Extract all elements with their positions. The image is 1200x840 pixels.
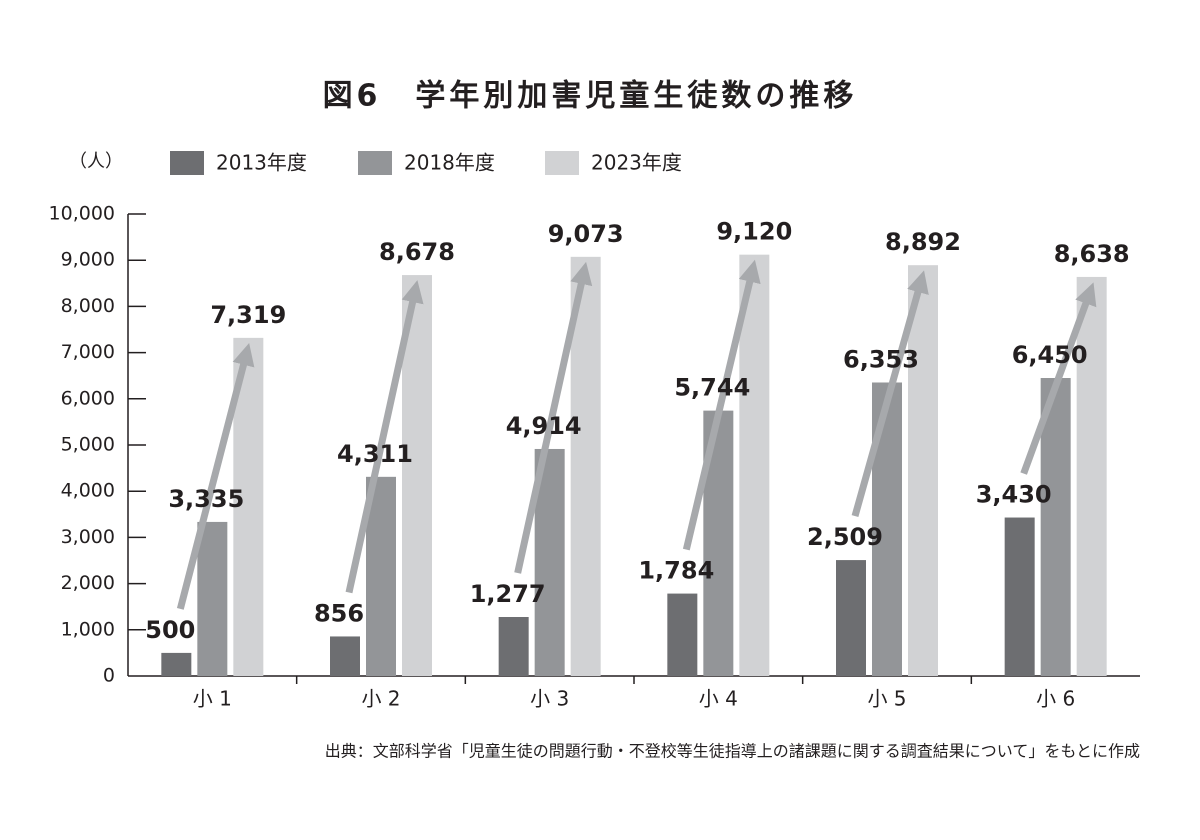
value-label: 1,784 — [638, 557, 714, 585]
bar — [739, 254, 770, 676]
legend-label: 2018年度 — [404, 151, 495, 175]
y-tick-label: 2,000 — [61, 572, 115, 594]
bar — [1076, 276, 1107, 676]
legend-label: 2013年度 — [216, 151, 307, 175]
value-label: 7,319 — [210, 301, 286, 329]
trend-arrow — [345, 280, 424, 594]
y-axis-label: （人） — [69, 151, 123, 172]
bar — [570, 256, 601, 676]
x-tick-label: 小 4 — [699, 687, 738, 711]
bar — [197, 521, 228, 676]
y-tick-label: 6,000 — [61, 387, 115, 409]
bar — [330, 636, 360, 676]
legend-swatch — [358, 151, 392, 175]
chart-title: 図6 学年別加害児童生徒数の推移 — [323, 79, 858, 114]
value-label: 9,073 — [548, 220, 624, 248]
legend-swatch — [545, 151, 579, 175]
value-label: 8,678 — [379, 238, 455, 266]
trend-arrow — [176, 343, 255, 610]
y-tick-label: 8,000 — [61, 295, 115, 317]
x-tick-label: 小 2 — [361, 687, 400, 711]
value-label: 856 — [314, 599, 364, 627]
bar — [498, 617, 529, 676]
y-tick-label: 4,000 — [61, 480, 115, 502]
x-tick-label: 小 6 — [1036, 687, 1075, 711]
y-tick-label: 9,000 — [61, 249, 115, 271]
trend-arrow — [1020, 282, 1097, 475]
bar — [836, 560, 866, 676]
value-label: 8,892 — [885, 228, 961, 256]
value-label: 5,744 — [674, 374, 750, 402]
y-tick-label: 7,000 — [61, 341, 115, 363]
y-tick-label: 3,000 — [61, 526, 115, 548]
bar — [667, 593, 698, 676]
bar — [366, 476, 396, 676]
value-label: 4,311 — [337, 440, 413, 468]
bar — [1004, 517, 1035, 676]
legend-label: 2023年度 — [591, 151, 682, 175]
value-label: 2,509 — [807, 523, 883, 551]
y-tick-label: 0 — [103, 665, 115, 687]
bar — [1040, 378, 1071, 676]
bar — [161, 652, 192, 676]
value-label: 8,638 — [1054, 240, 1130, 268]
trend-arrow — [851, 270, 929, 518]
value-label: 4,914 — [506, 412, 582, 440]
value-label: 500 — [145, 616, 195, 644]
value-label: 3,430 — [976, 481, 1052, 509]
value-label: 1,277 — [470, 580, 546, 608]
source-note: 出典：文部科学省「児童生徒の問題行動・不登校等生徒指導上の諸課題に関する調査結果… — [325, 742, 1140, 761]
trend-arrow — [682, 259, 761, 551]
value-label: 6,353 — [843, 345, 919, 373]
bar — [908, 265, 938, 676]
trend-arrow — [514, 261, 593, 574]
legend-swatch — [170, 151, 204, 175]
y-tick-label: 10,000 — [49, 203, 115, 225]
x-tick-label: 小 1 — [193, 687, 232, 711]
x-tick-label: 小 5 — [867, 687, 906, 711]
value-label: 6,450 — [1012, 341, 1088, 369]
value-label: 9,120 — [716, 218, 792, 246]
y-tick-label: 1,000 — [61, 618, 115, 640]
value-label: 3,335 — [168, 485, 244, 513]
x-tick-label: 小 3 — [530, 687, 569, 711]
y-tick-label: 5,000 — [61, 434, 115, 456]
